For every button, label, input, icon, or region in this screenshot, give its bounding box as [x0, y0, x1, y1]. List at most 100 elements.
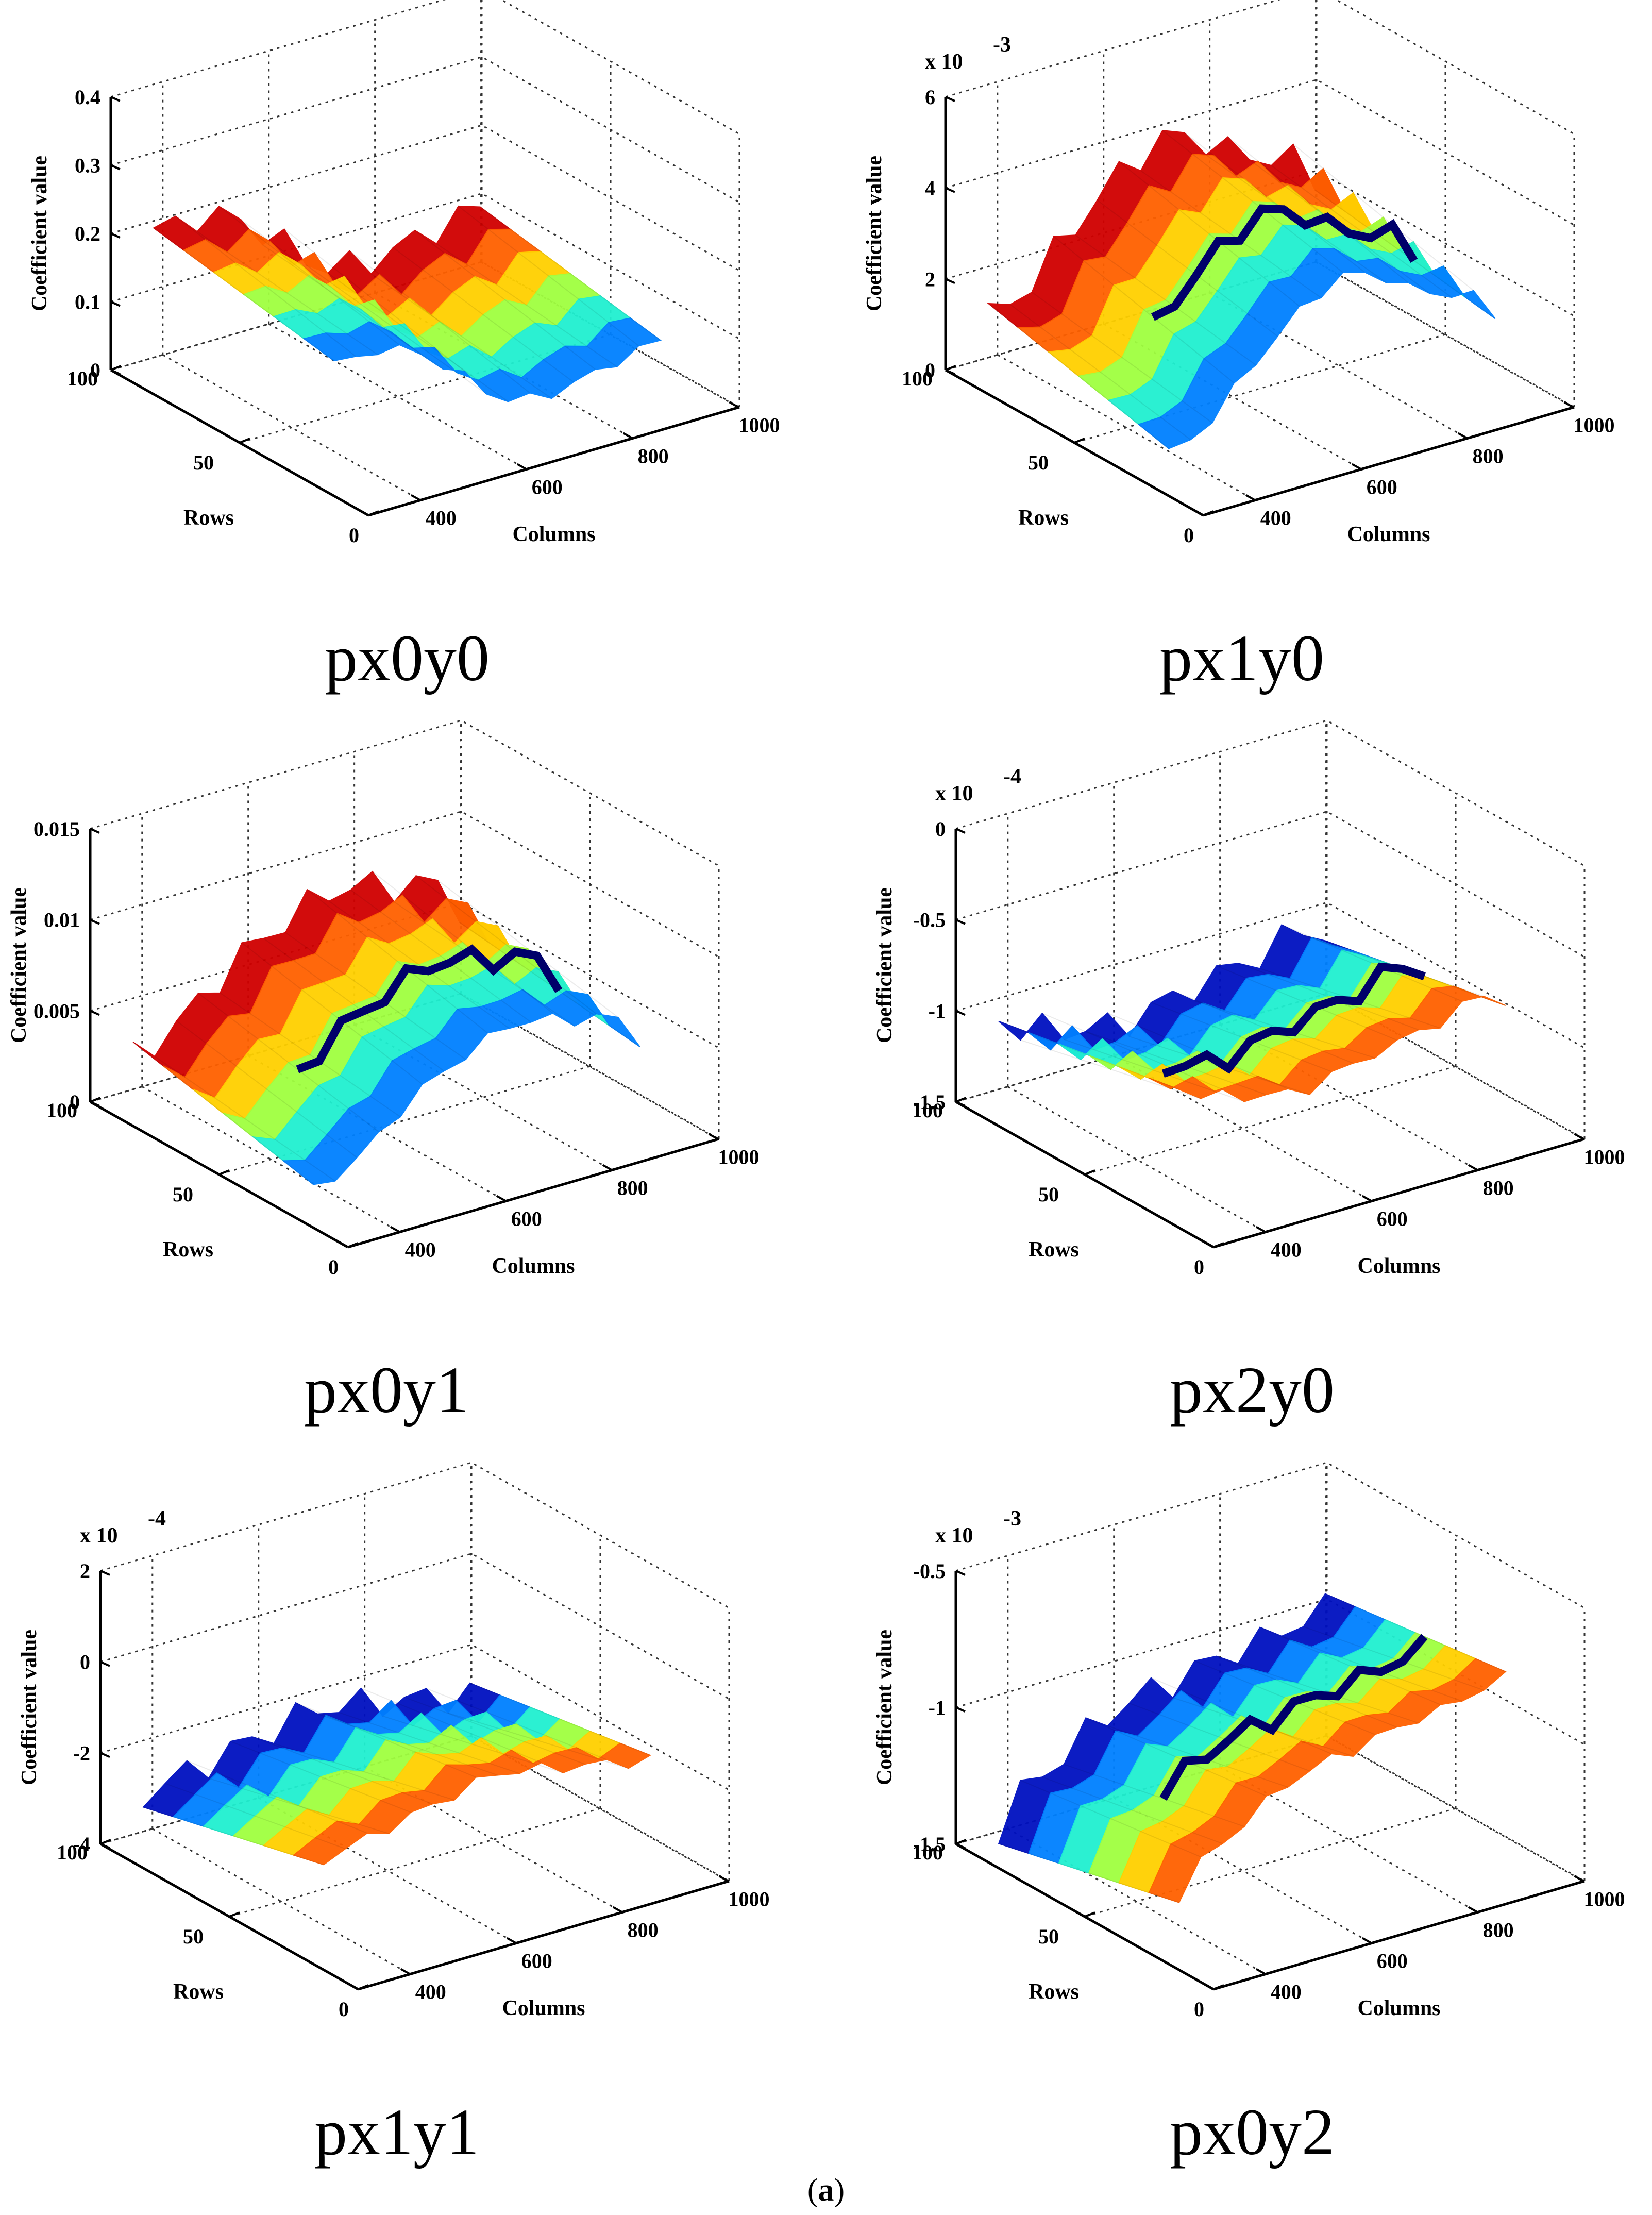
column-floor-grid-line: [480, 261, 739, 408]
z-tick-label: 0.4: [75, 86, 100, 109]
surface-mesh-line: [1162, 130, 1343, 273]
z-tick-label: 0: [925, 359, 935, 382]
panel-caption: px1y1: [314, 2095, 479, 2169]
z-tick: [955, 1570, 966, 1576]
surface-mesh-line: [132, 1042, 314, 1185]
columns-tick: [1351, 463, 1362, 471]
rows-tick-label: 0: [339, 1998, 349, 2021]
surface-mesh-line: [274, 1743, 454, 1801]
z-tick: [100, 1843, 110, 1849]
axes: 0 2 4 6 100 50 0 400 600 800 1000 Coefficient value…: [863, 33, 1615, 547]
column-floor-grid-line: [1113, 1055, 1372, 1202]
surface-mesh-line: [153, 227, 334, 361]
columns-tick-label: 800: [628, 1918, 659, 1941]
columns-tick-label: 400: [426, 507, 457, 530]
z-tick: [945, 187, 955, 193]
columns-axis-title: Columns: [1357, 1254, 1440, 1278]
surface-mesh-line: [459, 921, 640, 1047]
rows-tick: [90, 1097, 101, 1103]
columns-tick: [1574, 1875, 1584, 1883]
surface-mesh-line: [437, 880, 619, 1018]
z-tick-label: -0.5: [913, 909, 946, 932]
panel-px0y1: 0 0.005 0.01 0.015 100 50 0 400 600 800 1000 Coeffi…: [7, 719, 760, 1427]
surface-mesh-line: [1194, 1660, 1375, 1735]
rows-tick: [1213, 1984, 1224, 1990]
columns-tick: [718, 1875, 729, 1883]
z-tick: [955, 1010, 966, 1016]
surface-mesh-line: [382, 1715, 564, 1773]
z-tick-label: 6: [925, 86, 935, 109]
surface-mesh-line: [1172, 991, 1354, 1064]
surface-mesh-line: [1238, 963, 1419, 1031]
z-tick: [955, 1101, 966, 1107]
rows-tick: [110, 365, 122, 371]
columns-axis-line: [347, 1137, 719, 1249]
columns-tick: [410, 494, 421, 501]
axes: -1.5 -1 -0.5 100 50 0 400 600 800 1000 Coefficient…: [873, 1507, 1625, 2021]
z-tick: [110, 164, 121, 171]
surface-mesh-line: [1151, 1677, 1332, 1754]
z-axis-title: Coefficient value: [873, 887, 897, 1043]
z-tick: [955, 1843, 966, 1849]
z-tick-label: -1.5: [913, 1833, 946, 1856]
axes: 0 0.1 0.2 0.3 0.4 100 50 0 400 600 800 1000 Coeffici…: [28, 86, 780, 547]
panel-px1y1: -4 -2 0 2 100 50 0 400 600 800 1000 Coefficient val…: [18, 1462, 770, 2169]
columns-axis-title: Columns: [1357, 1996, 1440, 2020]
z-tick-label: -1: [929, 999, 946, 1022]
surface-mesh-line: [220, 992, 401, 1118]
surface-mesh-line: [1129, 1703, 1310, 1772]
surface: [998, 1593, 1507, 1903]
rows-tick-label: 50: [193, 451, 214, 474]
surface-mesh-line: [1020, 1780, 1201, 1858]
surface-mesh-line: [230, 1741, 411, 1813]
columns-tick-label: 1000: [718, 1145, 760, 1168]
column-floor-grid-line: [1007, 1828, 1266, 1975]
columns-tick-label: 400: [1260, 507, 1291, 530]
surface-mesh-line: [284, 228, 465, 372]
z-axis-title: Coefficient value: [863, 156, 886, 311]
z-grid-line: [955, 811, 1585, 958]
rows-tick: [358, 1984, 369, 1990]
surface-mesh-line: [458, 206, 639, 346]
columns-tick: [1361, 1937, 1372, 1944]
z-tick: [90, 1101, 100, 1107]
column-floor-grid-line: [364, 1766, 623, 1913]
z-grid-line: [90, 719, 719, 867]
surface-strip: [282, 989, 640, 1185]
surface-strip: [1149, 985, 1506, 1102]
z-tick: [90, 828, 100, 834]
surface-mesh-line: [241, 942, 423, 1085]
surface-mesh-line: [1216, 965, 1397, 1041]
z-tick: [100, 1570, 110, 1576]
exponent-label: x 10: [80, 1524, 118, 1548]
panel-px1y0: 0 2 4 6 100 50 0 400 600 800 1000 Coefficient value…: [863, 0, 1615, 695]
surface-mesh-line: [1097, 199, 1278, 337]
column-floor-grid-line: [1113, 1797, 1372, 1944]
surface-mesh-line: [1303, 1626, 1484, 1691]
surface: [153, 205, 662, 402]
rows-tick: [955, 1839, 967, 1845]
surface-strip: [1137, 248, 1496, 449]
surface-mesh-line: [988, 303, 1169, 449]
panel-px0y0: 0 0.1 0.2 0.3 0.4 100 50 0 400 600 800 1000 Coeffici…: [28, 0, 780, 695]
surface-mesh-line: [240, 219, 422, 355]
z-tick-label: 0: [80, 1651, 90, 1674]
z-tick-label: 2: [925, 267, 935, 291]
rows-tick-label: 50: [183, 1925, 204, 1948]
rows-tick-label: 100: [912, 1099, 943, 1122]
surface-mesh-line: [208, 1777, 390, 1834]
surface-mesh-line: [1064, 1038, 1245, 1102]
rows-tick-label: 100: [46, 1099, 77, 1122]
z-tick-label: 0.3: [75, 154, 100, 177]
surface-mesh-line: [1009, 304, 1191, 441]
z-axis-title: Coefficient value: [873, 1630, 897, 1785]
surface-dark-band: [1159, 1634, 1428, 1801]
z-tick-label: 2: [80, 1559, 90, 1583]
exponent-power: -4: [1003, 765, 1021, 788]
columns-tick: [1574, 1133, 1584, 1140]
column-floor-grid-line: [142, 1086, 400, 1233]
rows-tick-label: 100: [67, 367, 98, 390]
columns-tick-label: 400: [1271, 1981, 1302, 2004]
surface-mesh-line: [1075, 234, 1256, 366]
